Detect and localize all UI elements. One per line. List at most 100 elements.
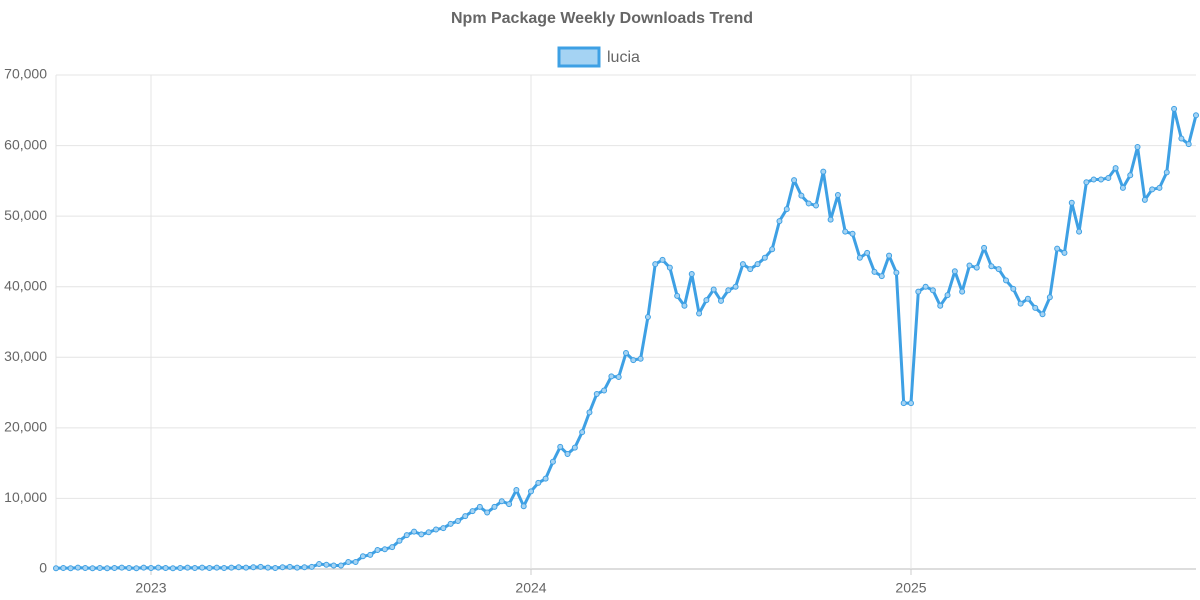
- data-point: [549, 458, 556, 465]
- data-point: [264, 564, 271, 571]
- data-point: [674, 292, 681, 299]
- data-point: [900, 400, 907, 407]
- data-point: [1039, 311, 1046, 318]
- data-point: [82, 564, 89, 571]
- data-point: [513, 486, 520, 493]
- data-point: [871, 268, 878, 275]
- data-point: [191, 564, 198, 571]
- data-point: [1003, 277, 1009, 284]
- data-point: [177, 564, 184, 571]
- data-point: [761, 254, 768, 261]
- data-point: [608, 373, 615, 380]
- data-point: [1149, 186, 1156, 193]
- data-point: [462, 513, 469, 520]
- data-point: [747, 266, 754, 273]
- data-point: [381, 546, 388, 553]
- data-point: [791, 177, 798, 184]
- y-tick-label: 70,000: [4, 66, 47, 82]
- data-point: [89, 565, 96, 572]
- data-point: [454, 518, 461, 525]
- data-point: [301, 564, 308, 571]
- data-point: [1134, 143, 1141, 150]
- data-point: [1083, 179, 1090, 186]
- data-point: [842, 228, 849, 235]
- data-point: [813, 202, 819, 209]
- data-point: [228, 564, 235, 571]
- data-point: [155, 564, 162, 571]
- data-point: [126, 564, 133, 571]
- data-point: [623, 350, 629, 357]
- data-point: [294, 564, 301, 571]
- data-point: [396, 537, 403, 544]
- data-point: [345, 558, 352, 565]
- data-point: [820, 168, 827, 175]
- legend-label: lucia: [607, 49, 640, 66]
- data-point: [323, 561, 330, 568]
- data-point: [557, 443, 564, 450]
- data-point: [440, 525, 447, 532]
- data-point: [411, 528, 418, 535]
- data-point: [681, 302, 688, 309]
- data-point: [1105, 175, 1112, 182]
- data-point: [776, 218, 783, 225]
- data-point: [316, 561, 323, 568]
- data-point: [864, 249, 871, 256]
- y-tick-label: 30,000: [4, 348, 47, 364]
- data-point: [53, 565, 59, 572]
- data-point: [213, 564, 220, 571]
- data-point: [601, 387, 608, 394]
- data-point: [199, 564, 206, 571]
- data-point: [1098, 176, 1104, 183]
- data-point: [506, 501, 513, 508]
- data-point: [908, 400, 914, 407]
- data-point: [995, 266, 1002, 273]
- data-point: [593, 390, 600, 397]
- data-point: [148, 564, 154, 571]
- data-point: [951, 268, 958, 275]
- data-point: [586, 409, 593, 416]
- series-line: [55, 107, 1198, 570]
- data-point: [272, 564, 279, 571]
- data-point: [520, 503, 527, 510]
- data-point: [1024, 295, 1031, 302]
- data-point: [1178, 135, 1185, 142]
- x-tick-label: 2025: [895, 580, 926, 596]
- data-point: [206, 564, 213, 571]
- data-point: [469, 508, 476, 515]
- data-point: [243, 564, 249, 571]
- data-point: [966, 262, 973, 269]
- data-point: [1171, 105, 1178, 112]
- data-point: [133, 565, 140, 572]
- data-point: [96, 564, 103, 571]
- data-point: [74, 564, 81, 571]
- y-tick-label: 50,000: [4, 207, 47, 223]
- data-point: [630, 357, 637, 364]
- data-point: [447, 520, 454, 527]
- data-point: [1054, 245, 1061, 252]
- data-point: [929, 287, 936, 294]
- data-point: [1090, 176, 1097, 183]
- data-point: [564, 450, 571, 457]
- data-point: [754, 261, 761, 268]
- data-point: [688, 271, 695, 278]
- data-point: [579, 429, 586, 436]
- data-point: [798, 192, 805, 199]
- data-point: [769, 246, 776, 253]
- data-point: [140, 564, 147, 571]
- data-point: [104, 565, 111, 572]
- data-point: [528, 488, 534, 495]
- data-point: [710, 286, 717, 293]
- data-point: [1076, 228, 1083, 235]
- data-point: [1127, 172, 1134, 179]
- data-point: [169, 565, 176, 572]
- data-point: [67, 565, 74, 572]
- data-point: [367, 551, 374, 558]
- data-point: [162, 564, 169, 571]
- data-point: [476, 503, 483, 510]
- data-point: [403, 532, 410, 539]
- data-point: [659, 256, 666, 263]
- data-point: [352, 558, 359, 565]
- data-point: [981, 244, 988, 251]
- x-tick-label: 2023: [135, 580, 166, 596]
- data-point: [1163, 169, 1170, 176]
